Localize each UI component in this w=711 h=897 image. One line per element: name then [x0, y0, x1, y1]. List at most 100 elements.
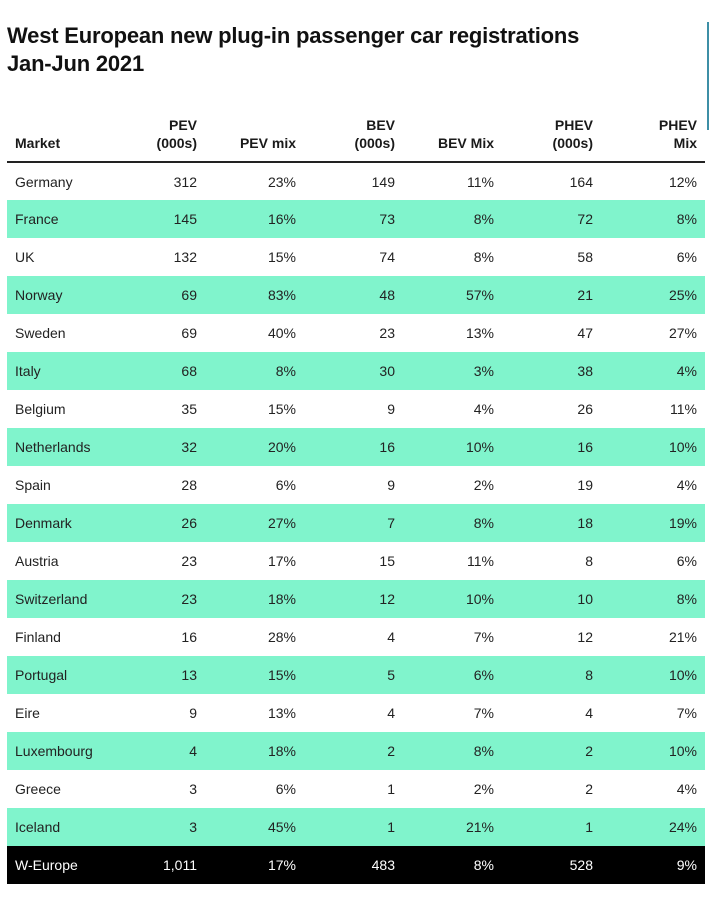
bev-mix-cell: 8% — [403, 732, 502, 770]
pev-mix-cell: 15% — [267, 249, 296, 265]
pev-cell: 68 — [120, 352, 205, 390]
column-header-market: Market — [7, 100, 120, 163]
bev-mix-cell: 11% — [467, 553, 494, 569]
table-row: Germany 312 23% 149 11% 164 12% — [7, 162, 705, 200]
table-row: Netherlands 32 20% 16 10% 16 10% — [7, 428, 705, 466]
table-row: Norway 69 83% 48 57% 21 25% — [7, 276, 705, 314]
pev-cell: 23 — [120, 580, 205, 618]
phev-cell: 2 — [585, 781, 593, 797]
bev-mix-cell: 10% — [403, 580, 502, 618]
pev-cell: 13 — [120, 656, 205, 694]
pev-cell: 23 — [181, 553, 197, 569]
phev-cell: 47 — [577, 325, 593, 341]
market-cell: Germany — [15, 173, 73, 190]
column-header-phev: PHEV (000s) — [502, 100, 601, 163]
phev-mix-cell: 24% — [601, 808, 705, 846]
pev-mix-cell: 45% — [205, 808, 304, 846]
market-cell: Sweden — [15, 325, 66, 341]
market-cell: France — [7, 200, 120, 238]
phev-cell: 18 — [502, 504, 601, 542]
column-header-line: PHEV — [554, 117, 593, 133]
market-cell: Denmark — [7, 504, 120, 542]
bev-cell: 23 — [379, 325, 395, 341]
phev-mix-cell: 11% — [670, 401, 697, 417]
column-header-line: PEV mix — [239, 135, 296, 151]
bev-mix-cell: 4% — [473, 401, 494, 417]
table-header: Market PEV (000s) PEV mix BEV (000s) BEV Mix PH… — [7, 100, 705, 163]
bev-mix-cell: 10% — [403, 428, 502, 466]
pev-mix-cell: 6% — [275, 477, 296, 493]
phev-cell: 58 — [577, 249, 593, 265]
market-cell: Belgium — [15, 401, 66, 417]
pev-mix-cell: 17% — [205, 846, 304, 884]
pev-mix-cell: 6% — [275, 781, 296, 797]
table-row: Eire 9 13% 4 7% 4 7% — [7, 694, 705, 732]
bev-mix-cell: 21% — [403, 808, 502, 846]
bev-cell: 483 — [304, 846, 403, 884]
phev-mix-cell: 4% — [601, 352, 705, 390]
column-header-line: Mix — [673, 135, 697, 151]
market-cell: Greece — [15, 781, 61, 797]
market-cell: Switzerland — [7, 580, 120, 618]
market-cell: Norway — [7, 276, 120, 314]
pev-mix-cell: 15% — [205, 656, 304, 694]
column-header-line: (000s) — [354, 135, 395, 151]
phev-cell: 1 — [502, 808, 601, 846]
phev-mix-cell: 8% — [601, 200, 705, 238]
bev-cell: 9 — [387, 477, 395, 493]
pev-cell: 26 — [120, 504, 205, 542]
table-row: France 145 16% 73 8% 72 8% — [7, 200, 705, 238]
bev-cell: 2 — [304, 732, 403, 770]
bev-cell: 16 — [304, 428, 403, 466]
market-cell: Austria — [15, 553, 59, 569]
table-row: Belgium 35 15% 9 4% 26 11% — [7, 390, 705, 428]
phev-mix-cell: 4% — [676, 477, 697, 493]
phev-cell: 4 — [585, 705, 593, 721]
pev-mix-cell: 16% — [205, 200, 304, 238]
phev-mix-cell: 12% — [668, 173, 697, 190]
pev-cell: 132 — [173, 249, 197, 265]
market-cell: Spain — [15, 477, 51, 493]
pev-mix-cell: 20% — [205, 428, 304, 466]
phev-mix-cell: 8% — [601, 580, 705, 618]
pev-mix-cell: 27% — [205, 504, 304, 542]
bev-cell: 7 — [304, 504, 403, 542]
table-row: UK 132 15% 74 8% 58 6% — [7, 238, 705, 276]
bev-mix-cell: 8% — [473, 249, 494, 265]
phev-mix-cell: 4% — [676, 781, 697, 797]
pev-mix-cell: 15% — [267, 401, 296, 417]
bev-mix-cell: 6% — [403, 656, 502, 694]
table-row: Iceland 3 45% 1 21% 1 24% — [7, 808, 705, 846]
bev-mix-cell: 2% — [473, 781, 494, 797]
phev-cell: 21 — [502, 276, 601, 314]
table-row: Switzerland 23 18% 12 10% 10 8% — [7, 580, 705, 618]
market-cell: Iceland — [7, 808, 120, 846]
bev-cell: 74 — [379, 249, 395, 265]
bev-cell: 15 — [379, 553, 395, 569]
pev-cell: 1,011 — [120, 846, 205, 884]
pev-mix-cell: 40% — [267, 325, 296, 341]
phev-mix-cell: 7% — [676, 705, 697, 721]
phev-mix-cell: 6% — [676, 249, 697, 265]
phev-mix-cell: 10% — [601, 428, 705, 466]
pev-cell: 69 — [181, 325, 197, 341]
bev-cell: 4 — [387, 705, 395, 721]
bev-cell: 30 — [304, 352, 403, 390]
bev-mix-cell: 8% — [403, 846, 502, 884]
pev-mix-cell: 8% — [205, 352, 304, 390]
pev-mix-cell: 18% — [205, 732, 304, 770]
bev-cell: 48 — [304, 276, 403, 314]
bev-cell: 1 — [387, 781, 395, 797]
registrations-table: Market PEV (000s) PEV mix BEV (000s) BEV Mix PH… — [7, 100, 705, 884]
pev-mix-cell: 13% — [267, 705, 296, 721]
market-cell: Eire — [15, 705, 40, 721]
bev-mix-cell: 8% — [403, 504, 502, 542]
phev-mix-cell: 10% — [601, 656, 705, 694]
column-header-line: BEV — [366, 117, 395, 133]
market-cell: W-Europe — [7, 846, 120, 884]
table-row: Finland 16 28% 4 7% 12 21% — [7, 618, 705, 656]
phev-mix-cell: 6% — [676, 553, 697, 569]
phev-mix-cell: 19% — [601, 504, 705, 542]
pev-mix-cell: 83% — [205, 276, 304, 314]
table-row: Sweden 69 40% 23 13% 47 27% — [7, 314, 705, 352]
